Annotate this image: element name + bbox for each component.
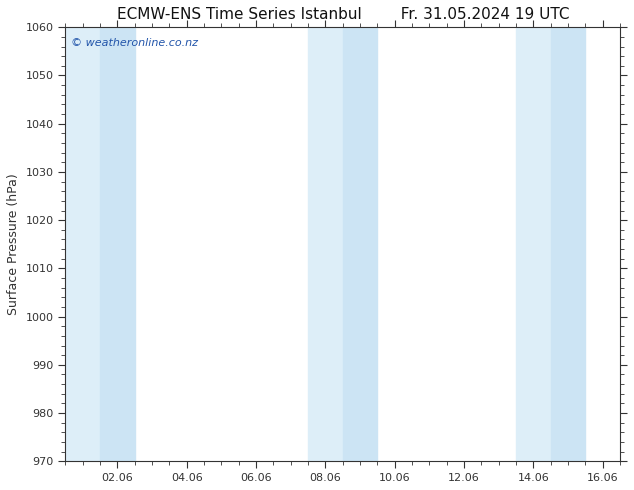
Bar bbox=[308, 27, 343, 461]
Y-axis label: Surface Pressure (hPa): Surface Pressure (hPa) bbox=[7, 173, 20, 315]
Bar bbox=[343, 27, 377, 461]
Bar bbox=[551, 27, 585, 461]
Title: ECMW-ENS Time Series Istanbul        Fr. 31.05.2024 19 UTC: ECMW-ENS Time Series Istanbul Fr. 31.05.… bbox=[117, 7, 569, 22]
Bar bbox=[516, 27, 551, 461]
Text: © weatheronline.co.nz: © weatheronline.co.nz bbox=[71, 38, 198, 48]
Bar bbox=[100, 27, 135, 461]
Bar bbox=[65, 27, 100, 461]
